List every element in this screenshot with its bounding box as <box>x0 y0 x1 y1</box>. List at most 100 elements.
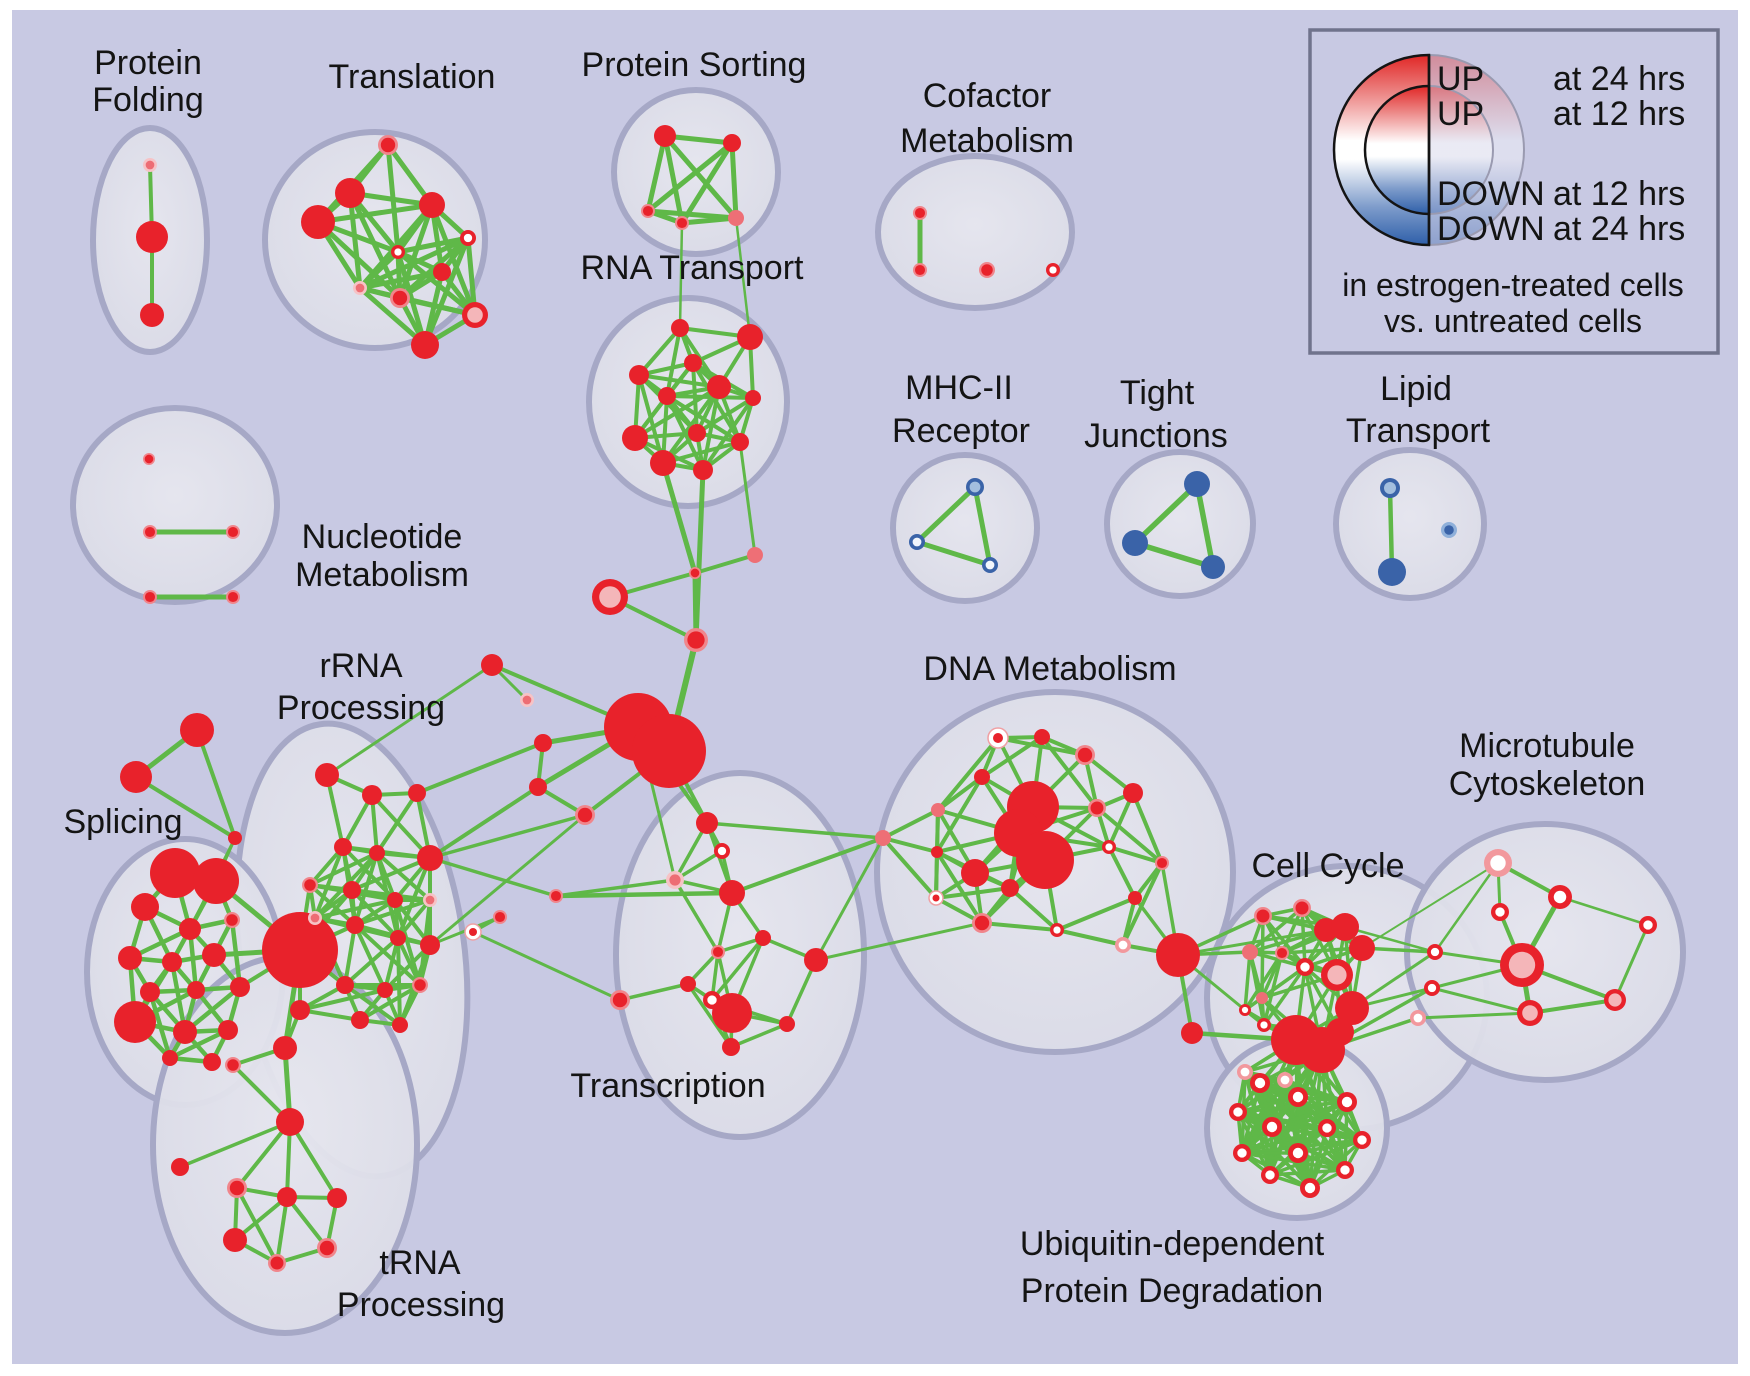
edge <box>396 936 402 1027</box>
node-pf3 <box>140 303 164 327</box>
node-sp11 <box>230 977 250 997</box>
node-core-cc13 <box>1241 1006 1249 1014</box>
edge <box>701 385 721 472</box>
node-core-ub9 <box>1292 1147 1304 1159</box>
edge <box>936 736 1000 812</box>
edge <box>178 1120 292 1169</box>
node-core-dm12 <box>974 915 990 931</box>
cluster-label-protein-sorting: Protein Sorting <box>582 46 807 84</box>
edge <box>701 396 755 472</box>
node-core-cc4 <box>1276 947 1288 959</box>
edge <box>662 133 685 226</box>
node-tl4 <box>301 205 335 239</box>
cluster-label-rrna-processing: rRNA <box>319 647 402 685</box>
node-core-dm8 <box>1105 843 1113 851</box>
node-tl7 <box>433 263 451 281</box>
edge <box>393 898 422 987</box>
node-rr12 <box>346 916 364 934</box>
cluster-label-microtubule-cytoskeleton: Cytoskeleton <box>1449 765 1646 803</box>
node-rr2 <box>362 785 382 805</box>
node-tB <box>120 761 152 793</box>
edge <box>428 856 558 898</box>
node-core-mh3 <box>985 560 995 570</box>
node-core-ps3 <box>642 205 654 217</box>
node-sp10 <box>187 981 205 999</box>
edge <box>353 923 387 992</box>
node-tn7 <box>327 1188 347 1208</box>
edge <box>313 845 345 920</box>
node-sp7 <box>162 952 182 972</box>
edge <box>315 202 435 225</box>
edge <box>325 773 345 849</box>
edge <box>693 553 757 575</box>
legend-time-0: at 24 hrs <box>1553 60 1685 98</box>
node-rr1 <box>315 763 339 787</box>
node-tj2 <box>1122 530 1148 556</box>
node-rr20 <box>290 1000 310 1020</box>
edge <box>705 821 885 840</box>
legend-caption-0: in estrogen-treated cells <box>1342 267 1684 303</box>
edge <box>695 396 755 435</box>
edge <box>343 936 400 987</box>
node-sp8 <box>202 943 226 967</box>
node-cn2 <box>747 547 763 563</box>
edge <box>358 983 422 1022</box>
node-core-nm2 <box>144 526 156 538</box>
node-core-mh1 <box>969 481 981 493</box>
edge <box>1107 845 1137 900</box>
cluster-label-mhc-ii-receptor: Receptor <box>892 412 1030 450</box>
node-ps2 <box>723 134 741 152</box>
node-tl3 <box>419 192 445 218</box>
edge <box>1416 1011 1532 1020</box>
edge <box>1343 925 1437 954</box>
edge <box>1055 896 1137 932</box>
edge <box>881 808 940 840</box>
edge <box>662 133 735 146</box>
node-core-mc1 <box>1490 855 1506 871</box>
edge <box>673 849 724 882</box>
cluster-ellipse-trna-processing <box>150 954 420 1336</box>
node-core-ub4 <box>1233 1107 1243 1117</box>
edge <box>325 663 494 777</box>
edge <box>375 851 432 902</box>
node-core-nm5 <box>227 591 239 603</box>
node-core-ub5 <box>1266 1121 1278 1133</box>
node-sp16 <box>203 1053 221 1071</box>
edge <box>1387 485 1395 575</box>
node-ccB <box>1299 1027 1345 1073</box>
cluster-label-splicing: Splicing <box>63 803 182 841</box>
node-core-cn4 <box>687 631 705 649</box>
edge <box>1268 1138 1364 1177</box>
node-core-rr17 <box>414 979 426 991</box>
cluster-label-ubiquitin-degradation: Ubiquitin-dependent <box>1020 1225 1325 1263</box>
node-rr15 <box>336 976 354 994</box>
edge <box>395 235 471 255</box>
node-core-mc7 <box>1643 920 1653 930</box>
legend-direction-1: UP <box>1437 95 1484 133</box>
edge <box>383 943 432 992</box>
edge <box>195 728 237 840</box>
edge <box>383 936 400 992</box>
node-tj3 <box>1201 555 1225 579</box>
edge <box>1240 1126 1329 1155</box>
edge <box>1433 861 1500 954</box>
node-core-tn10 <box>270 1256 284 1270</box>
node-core-mc3 <box>1495 907 1505 917</box>
node-core-mh2 <box>912 537 922 547</box>
cluster-ellipse-transcription <box>613 770 867 1140</box>
edge <box>553 890 735 899</box>
edge <box>693 467 706 643</box>
cluster-label-protein-folding: Protein <box>94 44 202 82</box>
node-core-rr7 <box>304 879 316 891</box>
node-core-cn10 <box>469 928 477 936</box>
edge <box>1558 895 1650 927</box>
edge <box>1243 950 1252 1012</box>
edge <box>1262 965 1307 1027</box>
edge <box>1008 886 1059 932</box>
edge <box>396 898 432 940</box>
node-tc12 <box>722 1038 740 1056</box>
legend-time-3: at 24 hrs <box>1553 210 1685 248</box>
edge <box>1176 928 1328 957</box>
cluster-label-microtubule-cytoskeleton: Microtubule <box>1459 727 1635 765</box>
